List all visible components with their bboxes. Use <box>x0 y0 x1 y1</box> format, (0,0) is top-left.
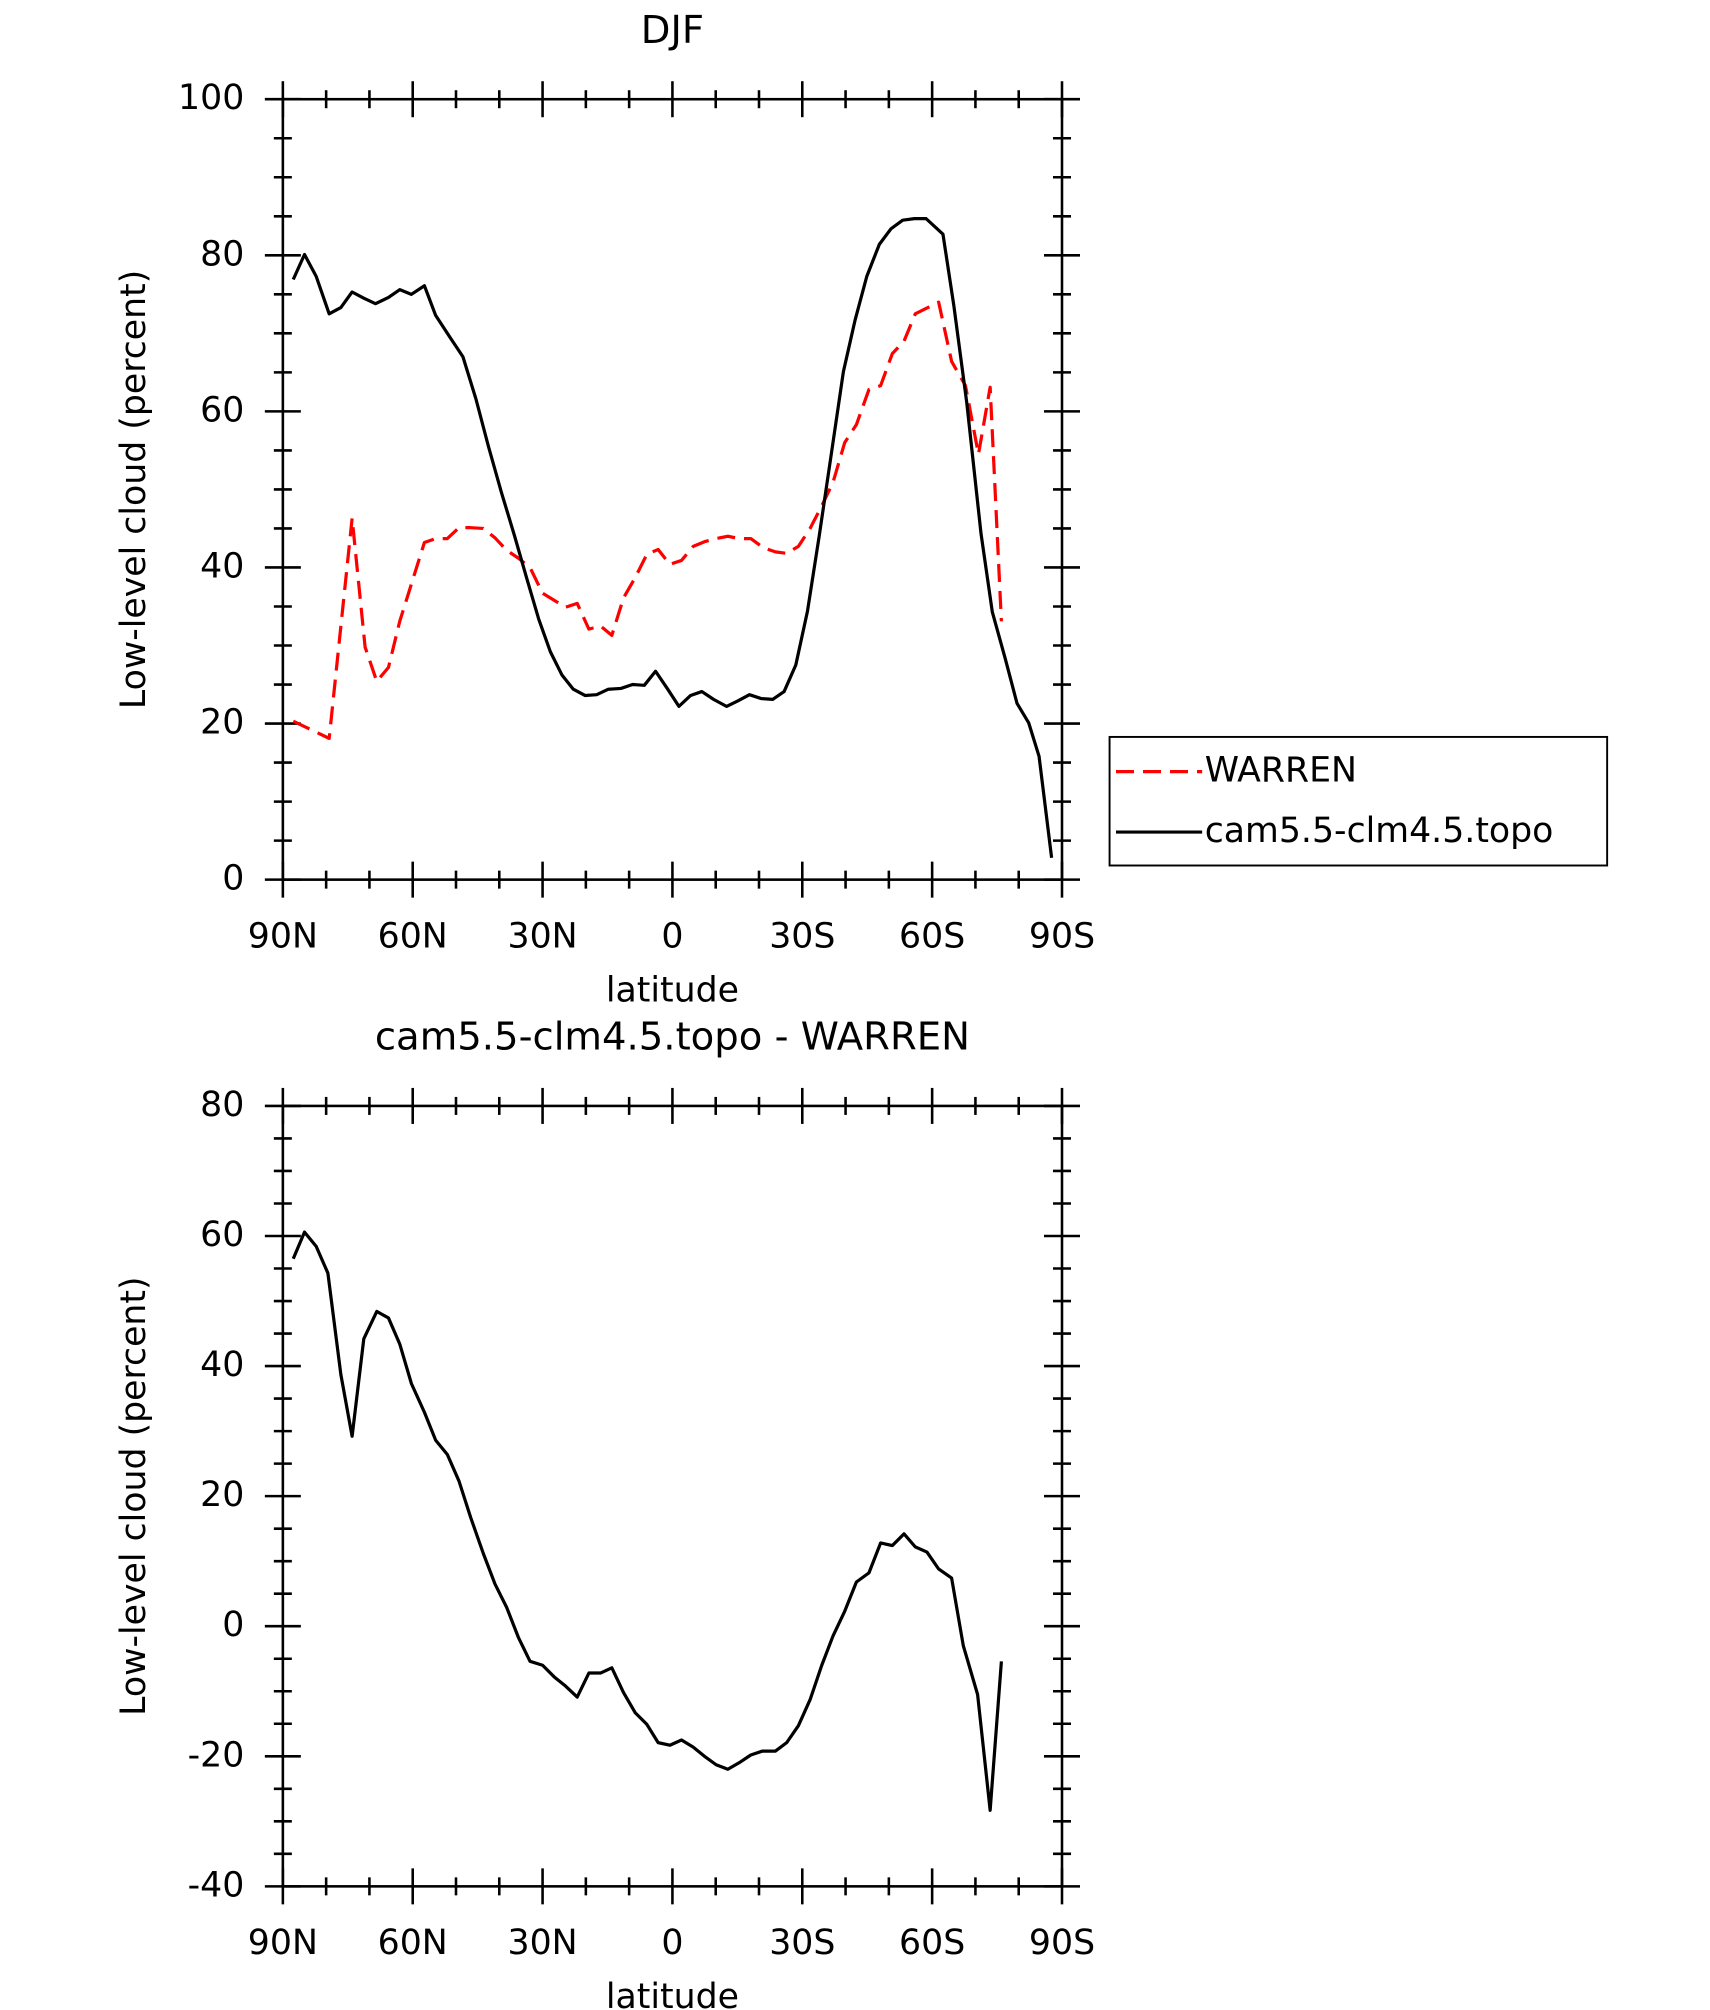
x-axis-label: latitude <box>606 1977 739 2010</box>
y-tick-label: 0 <box>222 859 244 899</box>
x-tick-label: 90N <box>248 917 318 957</box>
y-axis-label: Low-level cloud (percent) <box>114 270 154 709</box>
y-tick-label: 40 <box>200 1345 244 1385</box>
y-tick-label: -40 <box>188 1865 245 1905</box>
y-tick-label: 100 <box>178 78 244 118</box>
x-axis-label: latitude <box>606 971 739 1011</box>
x-tick-label: 90S <box>1029 1923 1095 1963</box>
y-axis-label: Low-level cloud (percent) <box>114 1276 154 1715</box>
y-tick-label: 20 <box>200 703 244 743</box>
y-tick-label: 80 <box>200 234 244 274</box>
x-tick-label: 30S <box>769 1923 835 1963</box>
x-tick-label: 60S <box>899 1923 965 1963</box>
data-line <box>292 300 1004 740</box>
x-tick-label: 0 <box>661 1923 683 1963</box>
x-tick-label: 0 <box>661 917 683 957</box>
y-tick-label: -20 <box>188 1735 245 1775</box>
data-line <box>291 1230 1004 1812</box>
x-tick-label: 60N <box>378 1923 448 1963</box>
y-tick-label: 40 <box>200 546 244 586</box>
y-tick-label: 20 <box>200 1475 244 1515</box>
x-tick-label: 30S <box>769 917 835 957</box>
x-tick-label: 30N <box>508 1923 578 1963</box>
plot-frame <box>281 1104 1064 1888</box>
x-tick-label: 30N <box>508 917 578 957</box>
x-tick-label: 60N <box>378 917 448 957</box>
chart-title: cam5.5-clm4.5.topo - WARREN <box>375 1015 970 1060</box>
y-tick-label: 80 <box>200 1085 244 1125</box>
x-tick-label: 60S <box>899 917 965 957</box>
legend-box <box>1108 735 1609 867</box>
x-tick-label: 90N <box>248 1923 318 1963</box>
y-tick-label: 60 <box>200 390 244 430</box>
chart-title: DJF <box>641 8 704 53</box>
legend-label: cam5.5-clm4.5.topo <box>1205 811 1554 851</box>
legend-label: WARREN <box>1205 751 1357 791</box>
x-tick-label: 90S <box>1029 917 1095 957</box>
plot-frame <box>281 97 1064 881</box>
y-tick-label: 60 <box>200 1215 244 1255</box>
y-tick-label: 0 <box>222 1605 244 1645</box>
data-line <box>291 217 1054 858</box>
